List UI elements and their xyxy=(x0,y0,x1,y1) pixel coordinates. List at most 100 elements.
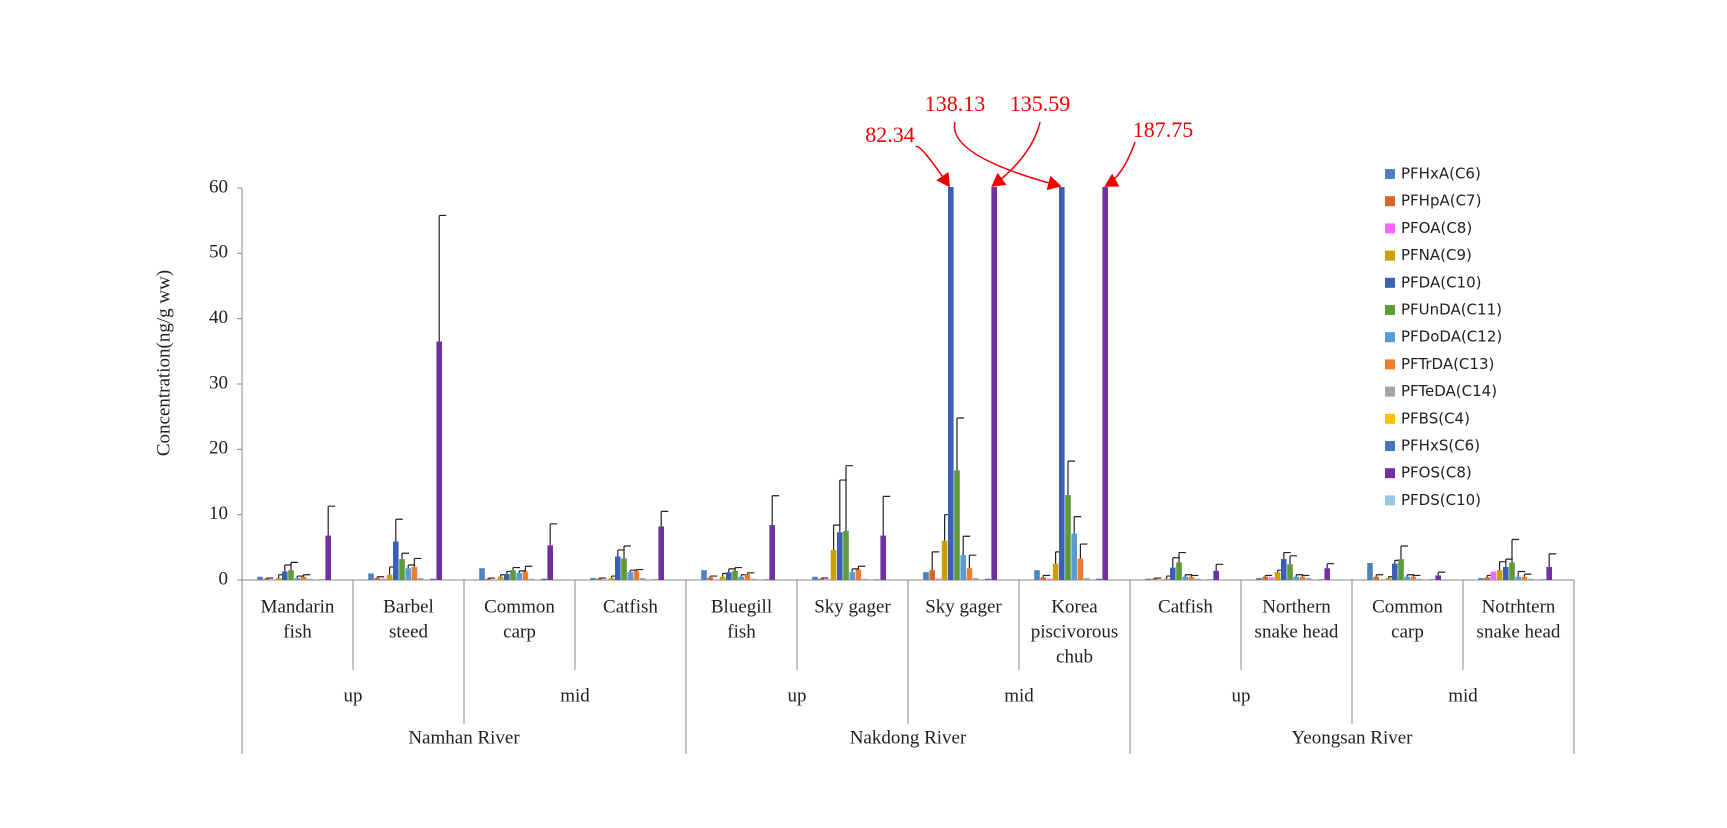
bar xyxy=(411,566,418,580)
bar xyxy=(1515,576,1521,580)
bar xyxy=(282,571,288,580)
error-bar xyxy=(1400,545,1408,560)
error-bar xyxy=(1067,460,1075,496)
bar xyxy=(1268,577,1275,580)
bar xyxy=(812,576,818,580)
bar xyxy=(497,576,504,580)
y-tick-label: 40 xyxy=(209,307,228,328)
error-bar xyxy=(401,552,409,560)
bar xyxy=(621,558,627,580)
bar xyxy=(880,535,886,580)
annotation: 187.75 xyxy=(1133,117,1194,142)
x-tick-label: chub xyxy=(1056,646,1093,667)
bar xyxy=(510,570,516,580)
bar xyxy=(738,576,744,580)
error-bar xyxy=(1406,574,1415,577)
bar xyxy=(1194,578,1201,580)
bar xyxy=(516,572,522,580)
bar xyxy=(658,526,664,580)
bar xyxy=(1287,564,1293,580)
bar xyxy=(985,578,991,580)
bar xyxy=(1379,579,1386,580)
x-tick-label: carp xyxy=(503,621,536,642)
bar xyxy=(713,579,720,580)
bar xyxy=(491,579,498,580)
bar xyxy=(504,574,510,580)
error-bar xyxy=(327,505,336,536)
annotation: 82.34 xyxy=(865,122,915,147)
bar xyxy=(399,559,405,580)
error-bar xyxy=(1073,516,1082,534)
error-bar xyxy=(598,577,607,579)
river-label: Nakdong River xyxy=(850,727,967,748)
bar xyxy=(769,525,775,580)
error-bar xyxy=(1178,551,1186,563)
bar xyxy=(972,578,979,580)
bar xyxy=(1274,572,1281,580)
x-tick-label: fish xyxy=(283,621,312,642)
bar xyxy=(380,578,387,580)
bar xyxy=(1521,576,1528,580)
x-tick-label: Mandarin xyxy=(261,596,335,617)
error-bar xyxy=(1326,563,1335,569)
bar xyxy=(288,570,294,580)
legend-swatch xyxy=(1385,468,1395,479)
x-tick-label: steed xyxy=(389,621,429,642)
x-tick-label: carp xyxy=(1391,621,1424,642)
error-bar xyxy=(1289,555,1297,565)
error-bar xyxy=(771,495,780,526)
y-tick-label: 60 xyxy=(209,176,228,197)
bar xyxy=(1490,571,1497,580)
bar xyxy=(417,578,424,580)
bar xyxy=(1318,579,1324,580)
x-tick-label: Barbel xyxy=(383,596,434,617)
error-bar xyxy=(845,465,853,531)
legend-swatch xyxy=(1385,223,1395,234)
x-tick-label: Northern xyxy=(1262,596,1331,617)
bar xyxy=(639,578,646,580)
legend-text: PFDoDA(C12) xyxy=(1401,328,1502,346)
bar xyxy=(763,579,769,580)
bar xyxy=(1392,563,1398,580)
x-tick-label: Common xyxy=(1372,596,1443,617)
legend-swatch xyxy=(1385,386,1395,397)
legend-text: PFOS(C8) xyxy=(1401,464,1472,482)
y-tick-label: 20 xyxy=(209,438,228,459)
error-bar xyxy=(857,565,866,570)
bar xyxy=(830,549,837,580)
bar xyxy=(1373,576,1379,580)
bar xyxy=(991,187,997,580)
annotation-arrow xyxy=(953,121,1062,191)
x-tick-label: Common xyxy=(484,596,555,617)
bar xyxy=(1083,578,1090,580)
bar xyxy=(1503,566,1509,580)
error-bar xyxy=(1184,574,1193,577)
bar xyxy=(528,578,535,580)
bar xyxy=(960,555,966,580)
error-bar xyxy=(931,551,940,571)
bar xyxy=(1305,578,1312,580)
x-tick-label: Catfish xyxy=(603,596,658,617)
annotation: 135.59 xyxy=(1010,91,1071,116)
bar xyxy=(627,572,633,580)
x-tick-label: Notrhtern xyxy=(1482,596,1556,617)
bar xyxy=(596,578,602,580)
error-bar xyxy=(1215,563,1224,571)
bar xyxy=(849,572,855,580)
bar xyxy=(874,579,880,580)
error-bar xyxy=(1511,538,1519,563)
annotation: 138.13 xyxy=(925,91,986,116)
bar xyxy=(652,579,658,580)
bar xyxy=(726,572,732,580)
bar xyxy=(1385,578,1392,580)
bar xyxy=(1188,576,1195,580)
bar xyxy=(602,579,609,580)
error-bar xyxy=(549,523,558,546)
bar xyxy=(1163,578,1170,580)
error-bar xyxy=(709,575,718,578)
legend-swatch xyxy=(1385,250,1395,261)
bar xyxy=(479,568,485,580)
legend-text: PFNA(C9) xyxy=(1401,246,1472,264)
error-bar xyxy=(1190,574,1199,577)
bar xyxy=(436,341,442,580)
